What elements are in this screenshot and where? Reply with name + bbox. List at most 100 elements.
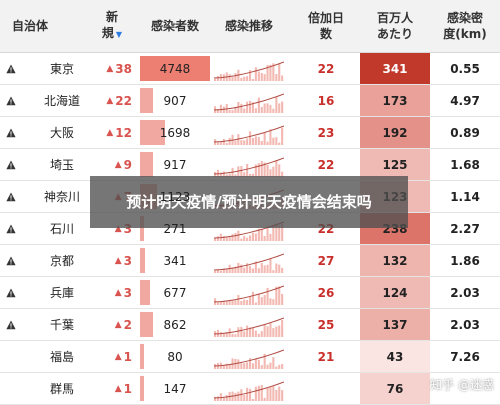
prefecture-name[interactable]: 兵庫 xyxy=(49,286,74,300)
total-cases-value: 677 xyxy=(163,285,187,300)
header-cases[interactable]: 感染者数 xyxy=(140,0,210,52)
per-million: 173 xyxy=(360,85,430,116)
cases-bar xyxy=(140,248,145,273)
header-prefecture[interactable]: 自治体 xyxy=(0,0,60,52)
prefecture-name[interactable]: 北海道 xyxy=(43,94,80,108)
trend-sparkline xyxy=(214,117,284,148)
new-cases: ▲ 22 xyxy=(88,85,132,116)
per-million: 132 xyxy=(360,245,430,276)
table-row[interactable]: 兵庫 ▲ 3 677 26 124 2.03 xyxy=(0,277,500,309)
header-trend[interactable]: 感染推移 xyxy=(214,0,284,52)
table-row[interactable]: 埼玉 ▲ 9 917 22 125 1.68 xyxy=(0,149,500,181)
doubling-days: 25 xyxy=(317,317,335,332)
infection-density: 1.14 xyxy=(450,189,480,204)
total-cases: 80 xyxy=(140,341,210,372)
total-cases: 1123 xyxy=(140,181,210,212)
new-cases: ▲ 1 xyxy=(88,373,132,404)
prefecture-name[interactable]: 東京 xyxy=(49,62,74,76)
headline-overlay: 预计明天疫情/预计明天疫情会结束吗 xyxy=(90,176,408,228)
header-new-label-2: 規 ▼ xyxy=(102,25,122,43)
total-cases: 907 xyxy=(140,85,210,116)
cases-bar-track xyxy=(140,280,210,305)
table-row[interactable]: 群馬 ▲ 1 147 76 xyxy=(0,373,500,405)
new-cases-value: 3 xyxy=(123,253,132,268)
cases-bar xyxy=(140,376,144,401)
sort-desc-icon[interactable]: ▼ xyxy=(115,30,123,39)
new-cases-value: 3 xyxy=(123,221,132,236)
new-cases-value: 12 xyxy=(115,125,132,140)
table-row[interactable]: 北海道 ▲ 22 907 16 173 4.97 xyxy=(0,85,500,117)
new-cases-value: 1 xyxy=(123,349,132,364)
cases-bar xyxy=(140,344,144,369)
up-arrow-icon: ▲ xyxy=(114,255,122,266)
watermark: 知乎 @迷惑 xyxy=(430,378,494,392)
doubling-days: 27 xyxy=(317,253,335,268)
prefecture-name[interactable]: 京都 xyxy=(49,254,74,268)
new-cases-value: 22 xyxy=(115,93,132,108)
infection-density: 2.03 xyxy=(450,285,480,300)
up-arrow-icon: ▲ xyxy=(114,319,122,330)
doubling-days: 21 xyxy=(317,349,335,364)
header-new[interactable]: 新 規 ▼ xyxy=(92,0,132,52)
prefecture-name[interactable]: 石川 xyxy=(49,222,74,236)
header-new-label-1: 新 xyxy=(105,10,118,24)
per-million: 125 xyxy=(360,149,430,180)
header-density-label-2: 度(km) xyxy=(443,27,487,41)
warning-icon xyxy=(0,309,22,340)
new-cases: ▲ 38 xyxy=(88,53,132,84)
prefecture-name[interactable]: 埼玉 xyxy=(49,158,74,172)
up-arrow-icon: ▲ xyxy=(114,351,122,362)
header-cases-label: 感染者数 xyxy=(150,19,199,33)
new-cases-value: 9 xyxy=(123,157,132,172)
prefecture-name[interactable]: 神奈川 xyxy=(43,190,80,204)
warning-icon xyxy=(0,53,22,84)
prefecture-name[interactable]: 福島 xyxy=(49,350,74,364)
doubling-days: 16 xyxy=(317,93,335,108)
cases-bar xyxy=(140,312,153,337)
per-million: 76 xyxy=(360,373,430,404)
trend-sparkline xyxy=(214,85,284,116)
cases-bar xyxy=(140,216,145,241)
table-row[interactable]: 大阪 ▲ 12 1698 23 192 0.89 xyxy=(0,117,500,149)
total-cases: 862 xyxy=(140,309,210,340)
warning-icon xyxy=(0,181,22,212)
new-cases: ▲ 2 xyxy=(88,309,132,340)
table-row[interactable]: 福島 ▲ 1 80 21 43 7.26 xyxy=(0,341,500,373)
cases-bar xyxy=(140,56,210,81)
header-per-million[interactable]: 百万人 あたり xyxy=(360,0,430,52)
per-million: 43 xyxy=(360,341,430,372)
total-cases-value: 1123 xyxy=(159,189,191,204)
warning-icon xyxy=(0,149,22,180)
prefecture-name[interactable]: 千葉 xyxy=(49,318,74,332)
new-cases: ▲ 9 xyxy=(88,149,132,180)
total-cases: 147 xyxy=(140,373,210,404)
header-density[interactable]: 感染密 度(km) xyxy=(430,0,500,52)
trend-sparkline xyxy=(214,245,284,276)
trend-sparkline xyxy=(214,149,284,180)
up-arrow-icon: ▲ xyxy=(106,127,114,138)
table-row[interactable]: 京都 ▲ 3 341 27 132 1.86 xyxy=(0,245,500,277)
trend-sparkline xyxy=(214,341,284,372)
cases-bar xyxy=(140,88,154,113)
total-cases-value: 271 xyxy=(163,221,187,236)
cases-bar-track xyxy=(140,376,210,401)
cases-bar-track xyxy=(140,120,210,145)
new-cases: ▲ 3 xyxy=(88,277,132,308)
new-cases-value: 1 xyxy=(123,381,132,396)
cases-bar xyxy=(140,152,154,177)
header-doubling[interactable]: 倍加日 数 xyxy=(296,0,356,52)
trend-sparkline xyxy=(214,309,284,340)
up-arrow-icon: ▲ xyxy=(114,223,122,234)
infection-density: 0.55 xyxy=(450,61,480,76)
table-row[interactable]: 東京 ▲ 38 4748 22 341 0.55 xyxy=(0,53,500,85)
total-cases-value: 907 xyxy=(163,93,187,108)
doubling-days: 26 xyxy=(317,285,335,300)
cases-bar-track xyxy=(140,248,210,273)
prefecture-name[interactable]: 大阪 xyxy=(49,126,74,140)
prefecture-name[interactable]: 群馬 xyxy=(49,382,74,396)
infection-density: 4.97 xyxy=(450,93,480,108)
cases-bar xyxy=(140,280,150,305)
table-row[interactable]: 千葉 ▲ 2 862 25 137 2.03 xyxy=(0,309,500,341)
table-header: 自治体 新 規 ▼ 感染者数 感染推移 倍加日 数 百万人 あたり 感染密 度(k… xyxy=(0,0,500,53)
header-trend-label: 感染推移 xyxy=(224,19,273,33)
